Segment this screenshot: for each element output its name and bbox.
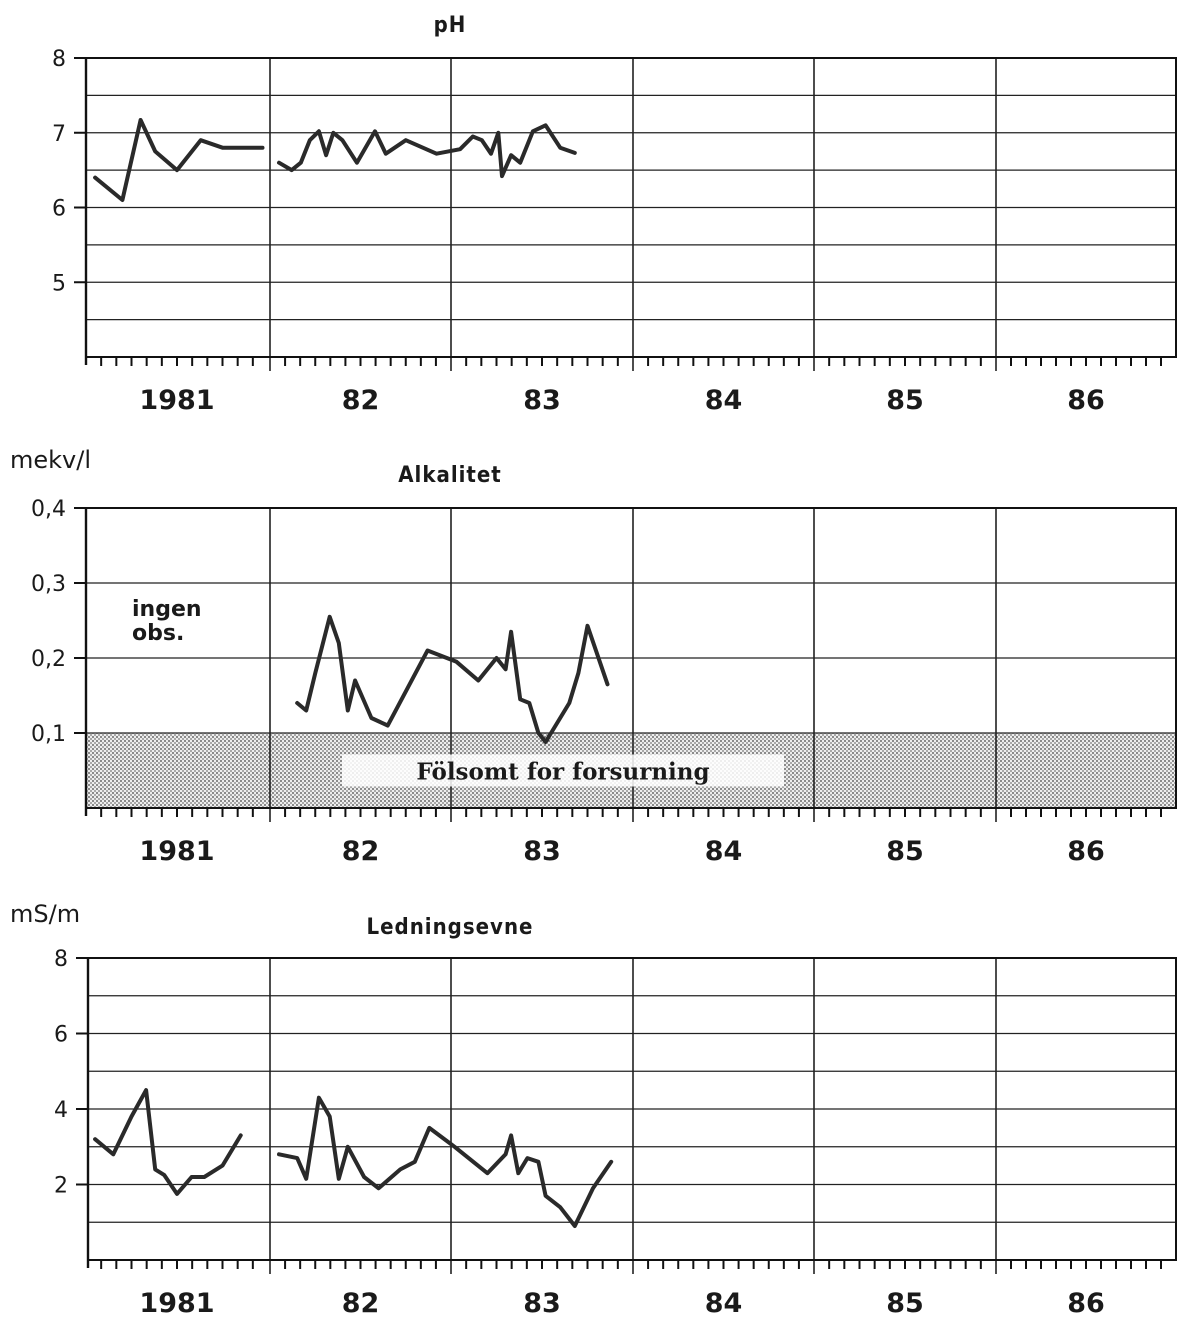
y-tick-label: 7 bbox=[52, 122, 66, 147]
year-label: 84 bbox=[705, 385, 743, 416]
chart-title: Ledningsevne bbox=[367, 915, 534, 940]
y-tick-label: 6 bbox=[54, 1023, 68, 1048]
year-label: 85 bbox=[886, 1288, 924, 1319]
year-label: 85 bbox=[886, 836, 924, 867]
y-tick-label: 6 bbox=[52, 197, 66, 222]
year-label: 1981 bbox=[139, 836, 214, 867]
y-tick-label: 2 bbox=[54, 1174, 68, 1199]
chart-title: Alkalitet bbox=[398, 463, 502, 488]
year-label: 82 bbox=[342, 836, 380, 867]
y-unit-label: mS/m bbox=[10, 900, 80, 928]
year-label: 86 bbox=[1067, 1288, 1105, 1319]
chart-panel-1: 8 7 6 5 1981 82 83 84 85 86 pH bbox=[52, 13, 1177, 416]
year-label: 86 bbox=[1067, 836, 1105, 867]
y-tick-label: 4 bbox=[54, 1098, 68, 1123]
y-tick-label: 0,4 bbox=[31, 497, 66, 522]
y-tick-label: 5 bbox=[52, 271, 66, 296]
year-label: 82 bbox=[342, 385, 380, 416]
y-tick-label: 8 bbox=[52, 47, 66, 72]
series-line-1 bbox=[295, 614, 610, 744]
year-label: 83 bbox=[523, 1288, 561, 1319]
year-label: 84 bbox=[705, 1288, 743, 1319]
y-tick-label: 0,1 bbox=[31, 722, 66, 747]
year-label: 1981 bbox=[139, 1288, 214, 1319]
year-label: 1981 bbox=[139, 385, 214, 416]
no-observation-note: obs. bbox=[132, 621, 184, 646]
y-tick-label: 0,3 bbox=[31, 572, 66, 597]
chart-panel-2: 0,4 0,3 0,2 0,1 1981 82 83 84 85 86 Alkalitet mekv/… bbox=[10, 446, 1177, 867]
year-label: 84 bbox=[705, 836, 743, 867]
series-line-1 bbox=[93, 1088, 243, 1196]
y-tick-label: 8 bbox=[54, 947, 68, 972]
no-observation-note: ingen bbox=[132, 597, 202, 622]
year-label: 86 bbox=[1067, 385, 1105, 416]
year-label: 83 bbox=[523, 385, 561, 416]
series-line-2 bbox=[277, 123, 577, 179]
chart-title: pH bbox=[434, 13, 467, 38]
y-unit-label: mekv/l bbox=[10, 446, 91, 474]
year-label: 85 bbox=[886, 385, 924, 416]
band-label-bg bbox=[342, 754, 784, 787]
series-line-1 bbox=[93, 118, 265, 202]
year-label: 82 bbox=[342, 1288, 380, 1319]
year-label: 83 bbox=[523, 836, 561, 867]
y-tick-label: 0,2 bbox=[31, 647, 66, 672]
series-line-2 bbox=[277, 1095, 614, 1228]
band-label: Fölsomt for forsurning bbox=[416, 759, 709, 786]
